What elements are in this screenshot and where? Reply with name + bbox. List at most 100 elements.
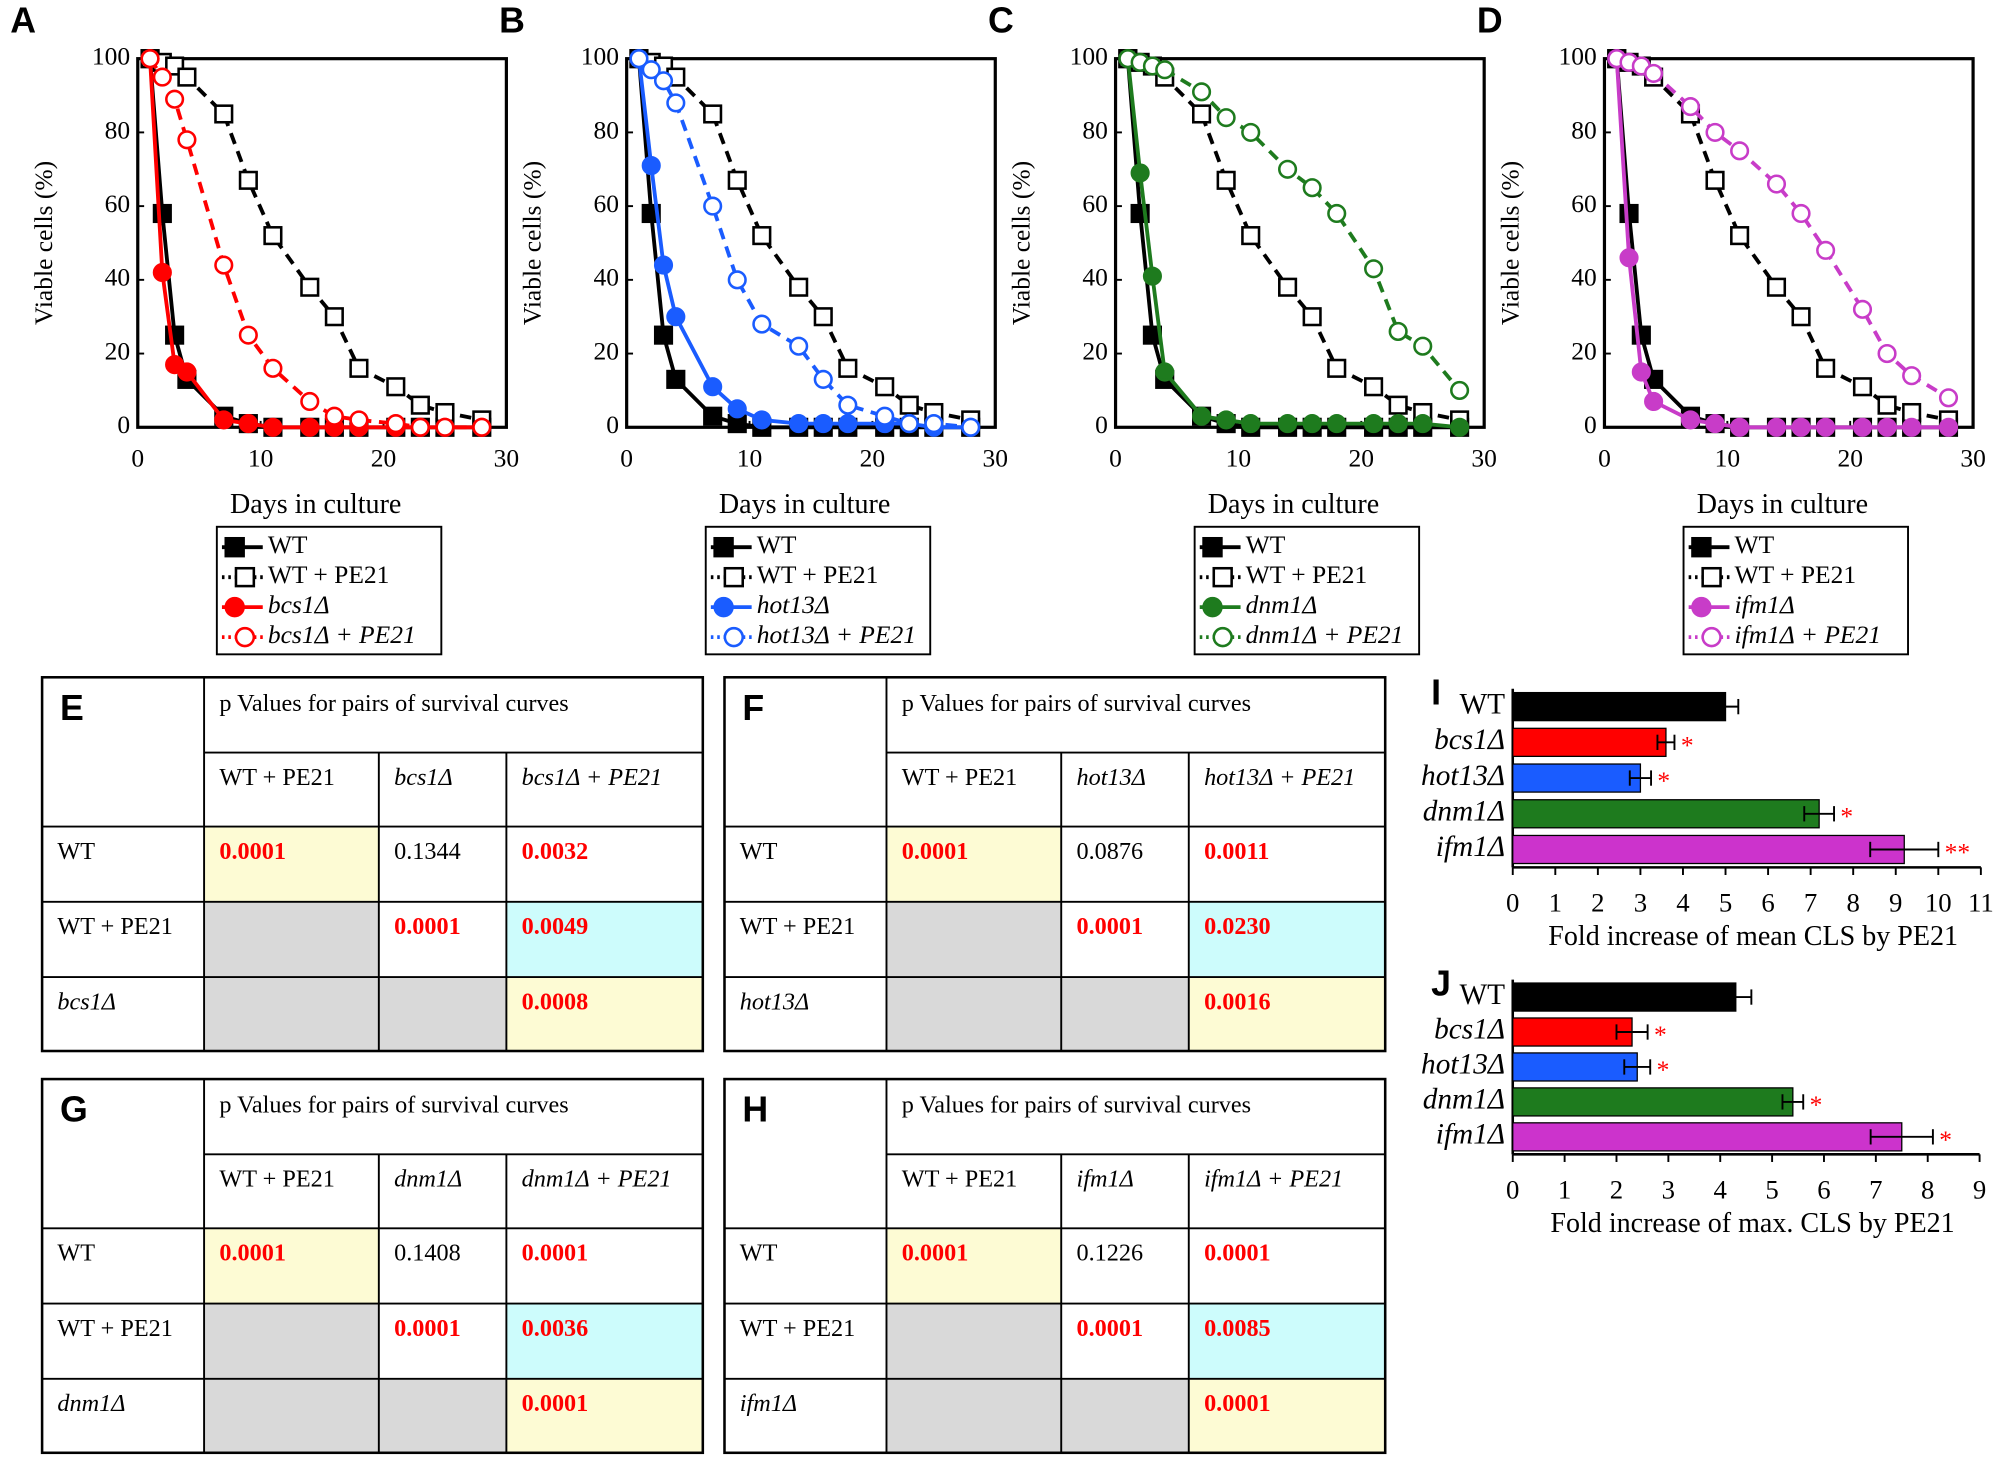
table-cell	[886, 1378, 1062, 1453]
data-point	[789, 277, 809, 297]
data-point	[1902, 366, 1922, 386]
p-value: 0.0016	[1204, 988, 1271, 1015]
data-point	[1705, 170, 1725, 190]
data-point	[813, 307, 833, 327]
data-point	[1327, 414, 1347, 434]
category-label: ifm1Δ	[1436, 1119, 1505, 1151]
data-point	[1680, 410, 1701, 430]
data-point	[1644, 63, 1664, 83]
y-tick-label: 40	[1571, 263, 1597, 292]
data-point	[1730, 226, 1750, 246]
legend-label: hot13Δ	[757, 590, 830, 619]
data-point	[152, 203, 172, 224]
series-line	[148, 58, 482, 430]
table-cell	[506, 1303, 703, 1379]
data-point	[1278, 277, 1298, 297]
x-tick-label: 4	[1714, 1175, 1727, 1205]
category-label: ifm1Δ	[1436, 831, 1505, 863]
data-point	[238, 325, 258, 345]
panel-letter: B	[499, 0, 525, 40]
legend-marker	[723, 626, 745, 648]
table-border	[723, 676, 1387, 1053]
data-point	[789, 336, 809, 356]
data-point	[703, 104, 723, 124]
y-tick-label: 40	[1082, 263, 1108, 292]
data-point	[1852, 377, 1873, 397]
table-cell	[1061, 1378, 1189, 1453]
x-tick-label: 20	[1349, 443, 1375, 472]
data-point	[961, 417, 981, 437]
legend-marker	[723, 566, 745, 588]
data-point	[238, 170, 258, 190]
data-point	[1816, 358, 1836, 378]
series-line	[1614, 58, 1949, 430]
data-point	[789, 414, 809, 434]
data-point	[263, 358, 283, 378]
bar	[1512, 1087, 1794, 1117]
data-point	[1877, 395, 1897, 415]
column-header: bcs1Δ + PE21	[522, 764, 662, 791]
p-value: 0.0085	[1204, 1315, 1271, 1342]
data-point	[1278, 414, 1298, 434]
p-value: 0.0001	[902, 838, 969, 865]
y-tick-label: 20	[1082, 336, 1108, 365]
data-point	[1388, 395, 1408, 415]
p-value: 0.0011	[1204, 838, 1269, 865]
row-label: WT	[740, 1240, 778, 1267]
table-cell	[204, 1378, 379, 1453]
data-point	[1730, 141, 1750, 161]
x-tick-label: 1	[1549, 888, 1562, 918]
data-point	[1216, 108, 1236, 128]
data-point	[653, 325, 674, 345]
table-header: p Values for pairs of survival curves	[902, 1092, 1251, 1119]
table-cell	[506, 1228, 703, 1304]
data-point	[1302, 178, 1322, 198]
table-cell	[204, 901, 379, 978]
data-point	[1130, 163, 1150, 183]
data-point	[1364, 414, 1384, 434]
legend-marker	[1701, 566, 1722, 588]
data-point	[1192, 406, 1212, 426]
significance-mark: **	[1945, 837, 1971, 866]
category-label: dnm1Δ	[1423, 1084, 1505, 1116]
data-point	[1216, 170, 1236, 190]
x-tick-label: 11	[1968, 888, 1994, 918]
data-point	[263, 226, 283, 246]
table-cell	[378, 1378, 507, 1453]
series-line	[1127, 56, 1462, 392]
x-tick-label: 10	[1226, 443, 1251, 472]
x-axis-label: Days in culture	[1208, 489, 1379, 520]
bar	[1512, 727, 1667, 758]
x-tick-label: 10	[1715, 443, 1741, 472]
data-point	[1450, 380, 1470, 400]
data-point	[899, 414, 919, 434]
column-header: WT + PE21	[219, 764, 334, 791]
bar	[1512, 1017, 1633, 1047]
y-tick-label: 20	[1571, 336, 1597, 365]
data-point	[1192, 82, 1212, 102]
y-tick-label: 80	[1082, 115, 1108, 144]
table-cell	[378, 826, 507, 902]
x-tick-label: 0	[1506, 1175, 1519, 1205]
data-point	[1705, 122, 1725, 142]
row-label: ifm1Δ	[740, 1390, 797, 1417]
p-value: 0.0001	[219, 838, 286, 865]
x-tick-label: 30	[1960, 443, 1986, 472]
data-point	[1413, 336, 1433, 356]
p-value: 0.0001	[902, 1240, 969, 1267]
table-border	[723, 1077, 1387, 1455]
column-header: WT + PE21	[219, 1166, 334, 1193]
table-cell	[886, 1228, 1062, 1304]
legend-marker	[1691, 536, 1712, 558]
series-line	[1127, 56, 1460, 422]
legend-label: WT + PE21	[1246, 560, 1368, 589]
x-tick-label: 20	[860, 443, 885, 472]
row-label: WT + PE21	[57, 1315, 172, 1342]
table-cell	[886, 1303, 1062, 1379]
p-value: 0.1408	[394, 1240, 461, 1267]
table-cell	[506, 826, 703, 902]
bar	[1512, 1052, 1638, 1082]
p-value: 0.0001	[1204, 1390, 1271, 1417]
data-point	[1766, 417, 1787, 437]
legend-label: WT	[757, 530, 797, 559]
